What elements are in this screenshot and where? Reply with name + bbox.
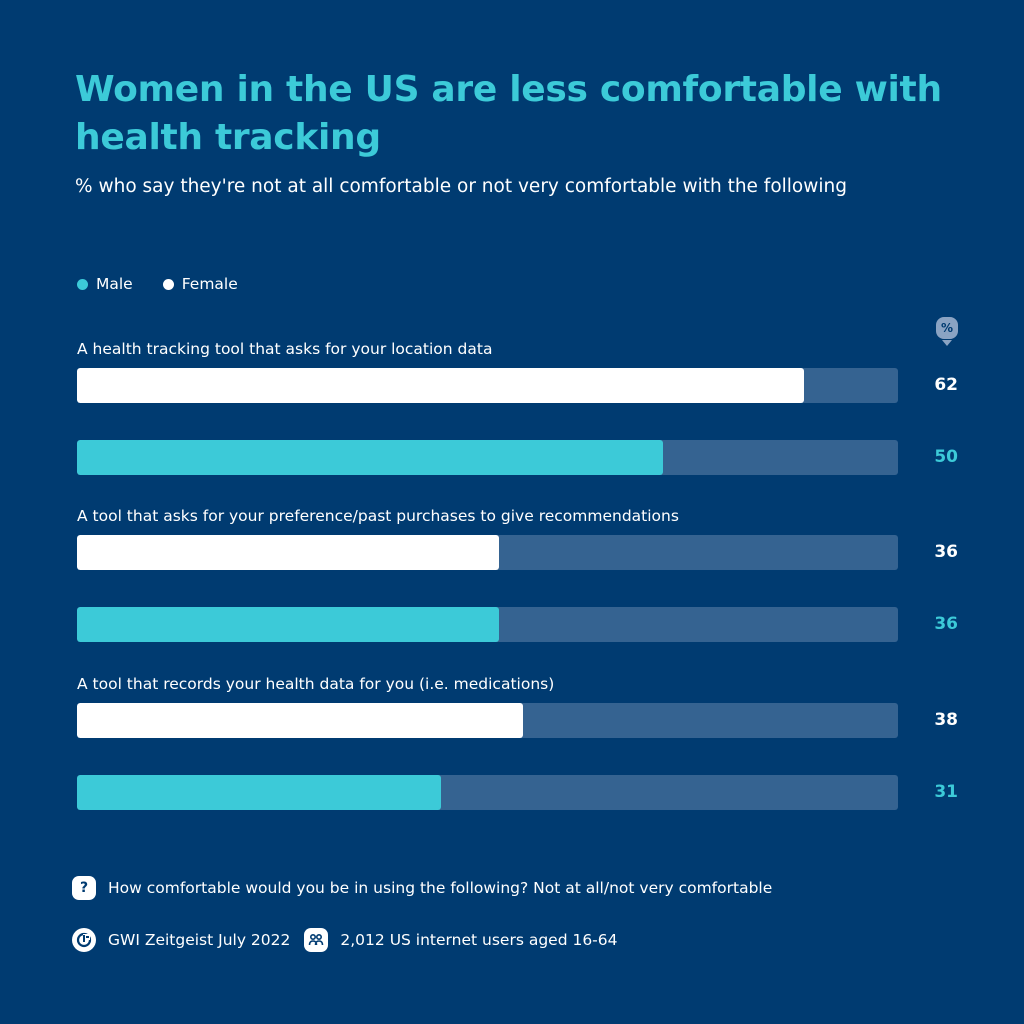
legend-male-label: Male	[96, 275, 133, 293]
people-icon	[304, 928, 329, 952]
data-label-female: 36	[934, 542, 958, 562]
bar-track	[77, 775, 898, 810]
chart-title: Women in the US are less comfortable wit…	[75, 69, 942, 158]
legend-female-label: Female	[181, 275, 238, 293]
bar-male	[77, 440, 664, 475]
data-label-female: 38	[934, 710, 958, 730]
data-label-male: 31	[934, 782, 958, 802]
chart-subtitle: % who say they're not at all comfortable…	[75, 176, 847, 197]
percent-icon: %	[936, 317, 958, 339]
legend: Male Female	[77, 275, 238, 293]
legend-female-swatch	[162, 278, 174, 290]
bar-track	[77, 368, 898, 403]
data-label-female: 62	[934, 375, 958, 395]
bar-track	[77, 440, 898, 475]
source-text: GWI Zeitgeist July 2022	[108, 931, 291, 949]
gwi-logo-icon	[72, 928, 96, 952]
category-label: A tool that records your health data for…	[77, 675, 555, 693]
data-label-male: 36	[934, 614, 958, 634]
bar-male	[77, 607, 500, 642]
bar-female	[77, 368, 805, 403]
question-icon: ?	[72, 876, 96, 900]
sample-text: 2,012 US internet users aged 16-64	[340, 931, 618, 949]
legend-male-swatch	[77, 278, 88, 290]
bar-female	[77, 535, 500, 570]
category-label: A health tracking tool that asks for you…	[77, 340, 493, 358]
question-text: How comfortable would you be in using th…	[108, 879, 773, 897]
footer-source: GWI Zeitgeist July 2022 2,012 US interne…	[72, 928, 618, 952]
bar-track	[77, 535, 898, 570]
footer-question: ? How comfortable would you be in using …	[72, 876, 772, 900]
data-label-male: 50	[934, 447, 958, 467]
bar-male	[77, 775, 441, 810]
percent-icon-pointer	[942, 340, 952, 346]
category-label: A tool that asks for your preference/pas…	[77, 507, 679, 525]
bar-track	[77, 703, 898, 738]
bar-track	[77, 607, 898, 642]
bar-female	[77, 703, 523, 738]
